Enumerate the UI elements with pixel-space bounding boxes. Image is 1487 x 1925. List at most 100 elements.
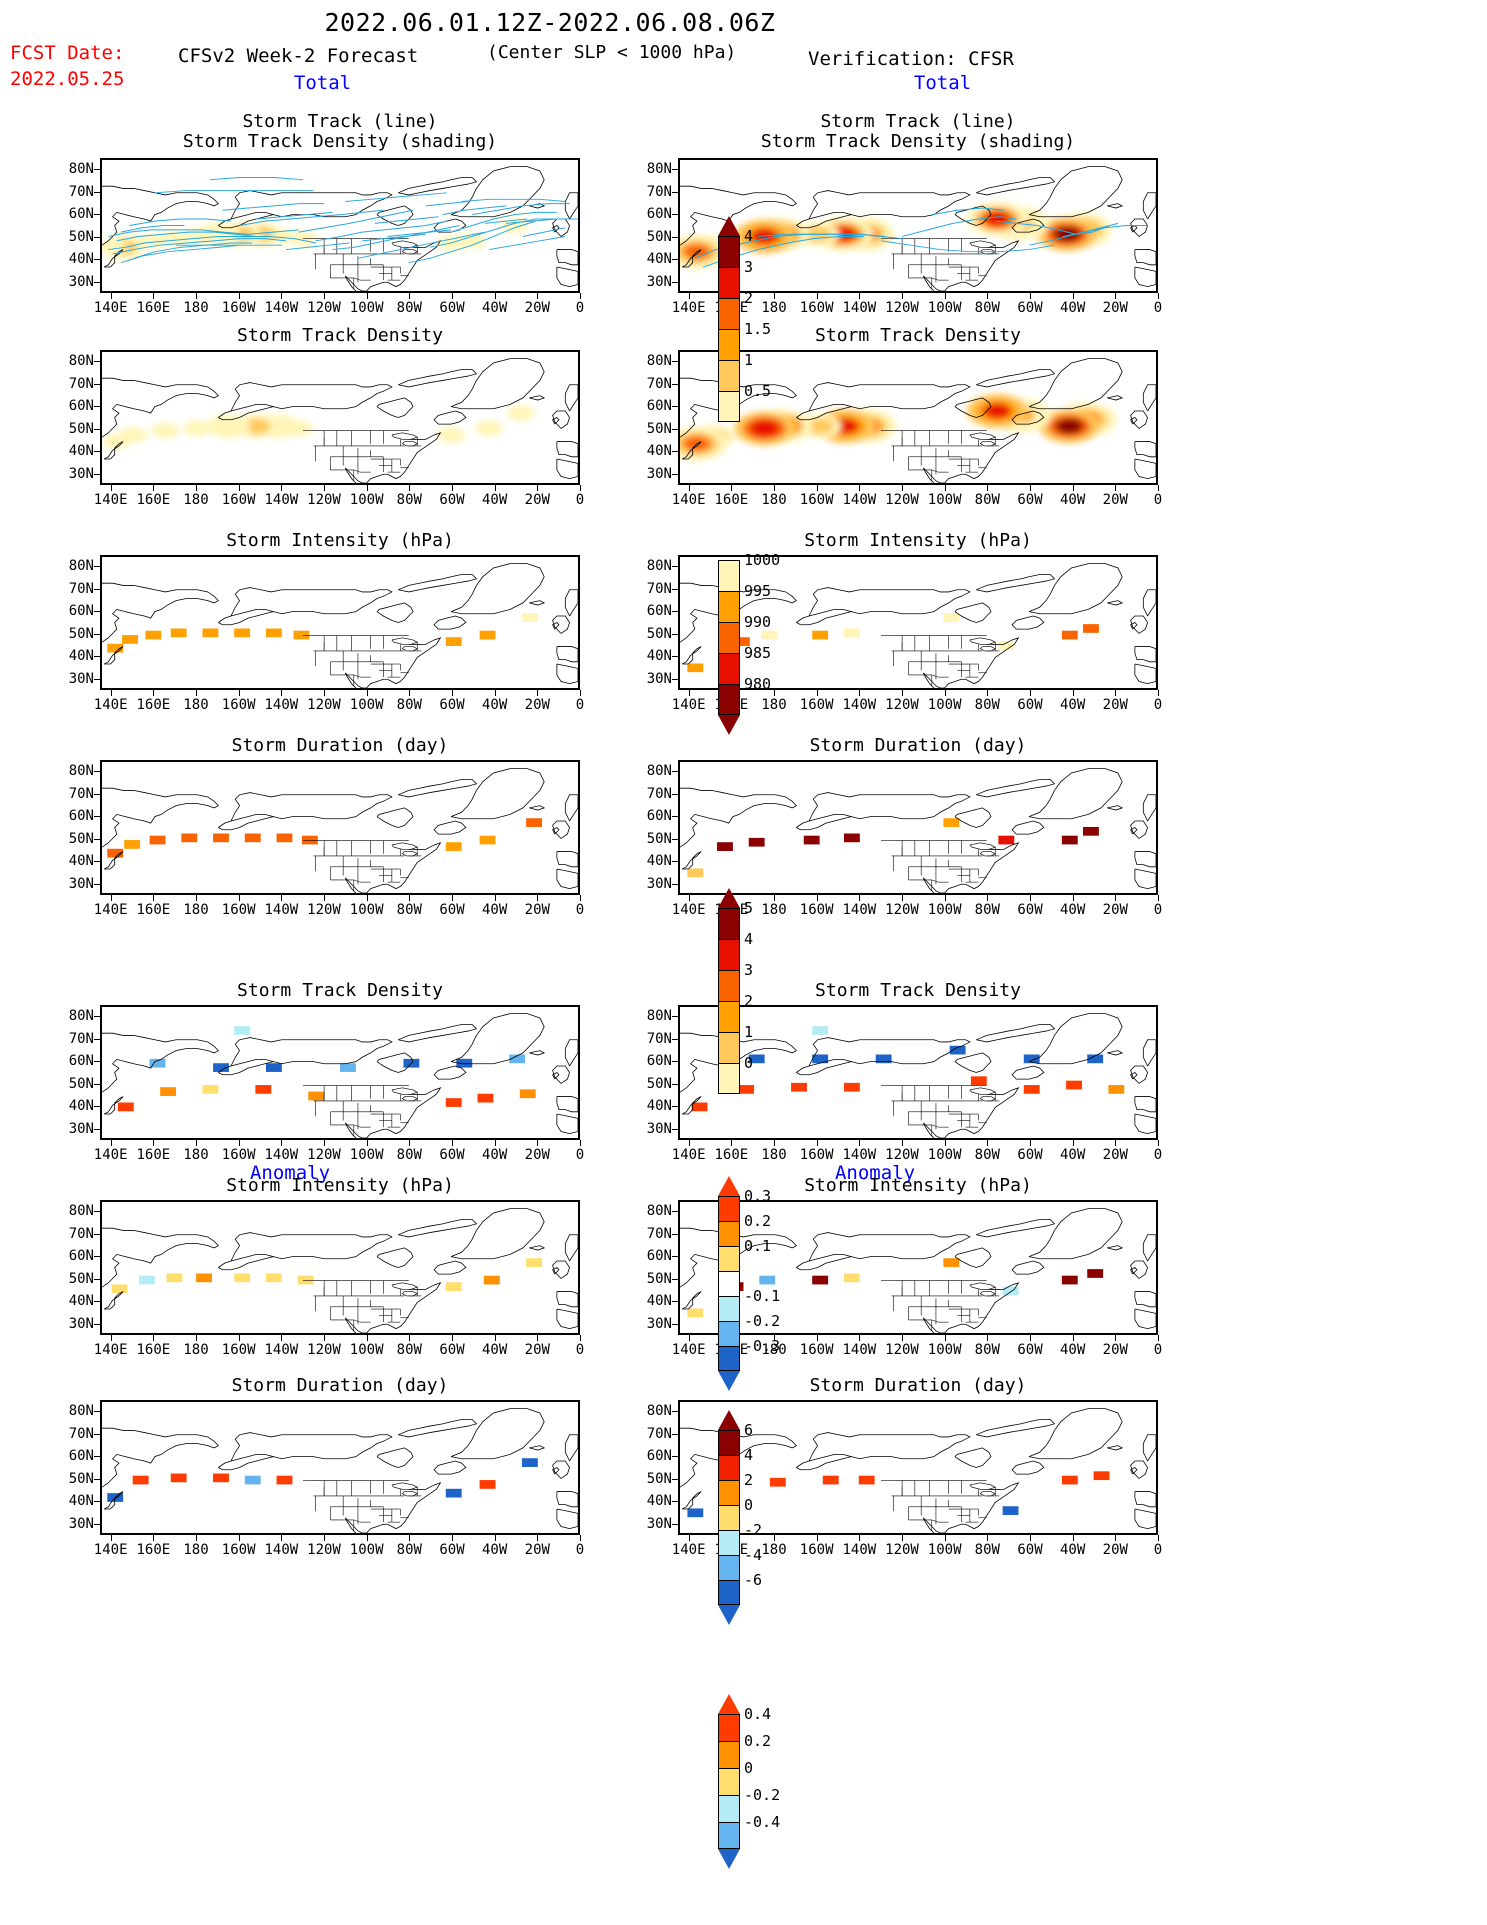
coast-path (401, 441, 418, 447)
y-axis-label: 80N (68, 353, 94, 370)
x-axis-tick (238, 1535, 240, 1541)
y-axis-tick (672, 451, 678, 453)
x-axis-tick (153, 485, 155, 491)
coast-path (564, 1434, 578, 1462)
x-axis-label: 40W (1060, 1542, 1086, 1558)
x-axis-tick (494, 690, 496, 696)
map-r1[interactable] (678, 158, 1158, 293)
y-axis-label: 30N (68, 1120, 94, 1137)
x-axis-label: 20W (524, 1342, 550, 1358)
x-axis-tick (816, 1335, 818, 1341)
coast-path (401, 249, 418, 255)
y-axis-tick (672, 793, 678, 795)
y-axis-label: 80N (68, 1008, 94, 1025)
x-axis-label: 80W (974, 902, 1000, 918)
coast-path (489, 235, 566, 251)
colorbar-segment (718, 391, 740, 422)
x-axis-label: 20W (1102, 492, 1128, 508)
coast-path (556, 1308, 578, 1330)
x-axis-label: 140E (671, 902, 706, 918)
map-l4[interactable] (100, 760, 580, 895)
map-l6[interactable] (100, 1200, 580, 1335)
coast-path (954, 807, 992, 828)
coast-path (230, 792, 393, 822)
y-axis-tick (672, 1256, 678, 1258)
coast-path (398, 779, 478, 798)
colorbar-tick-label: 3 (744, 258, 754, 276)
coastlines (102, 1013, 578, 1138)
map-l5[interactable] (100, 1005, 580, 1140)
x-axis-tick (688, 895, 690, 901)
coast-path (239, 209, 384, 226)
coast-path (362, 1282, 442, 1333)
coastlines (680, 768, 1156, 893)
x-axis-tick (409, 690, 411, 696)
x-axis-tick (774, 293, 775, 299)
map-r3[interactable] (678, 555, 1158, 690)
panel-r6: Storm Intensity (hPa) 80N 70N 60N 50N 40N 30N 1… (647, 1176, 1163, 1359)
y-axis-tick (94, 1061, 100, 1063)
x-axis-tick (196, 690, 197, 696)
x-axis-label: 140E (671, 492, 706, 508)
y-axis-tick (672, 259, 678, 261)
coast-path (398, 1219, 478, 1238)
coast-path (1130, 1065, 1149, 1084)
y-axis-tick (94, 191, 100, 193)
map-r6[interactable] (678, 1200, 1158, 1335)
y-axis-label: 40N (646, 648, 672, 665)
coast-path (376, 807, 414, 828)
coast-path (681, 851, 702, 870)
x-axis-tick (537, 1535, 539, 1541)
x-axis-tick (452, 293, 453, 299)
y-axis-tick (94, 1301, 100, 1303)
coast-path (353, 879, 361, 883)
colorbar-tick-label: 3 (744, 961, 754, 979)
coast-path (429, 218, 557, 248)
coast-path (102, 185, 219, 246)
x-axis-tick (196, 1535, 197, 1541)
x-axis-tick (1030, 690, 1031, 696)
x-axis-tick (324, 1535, 325, 1541)
y-axis-tick (94, 1323, 100, 1325)
map-l7[interactable] (100, 1400, 580, 1535)
coast-path (954, 397, 992, 418)
y-axis-label: 70N (68, 183, 94, 200)
map-l2[interactable] (100, 350, 580, 485)
colorbar-segment (718, 684, 740, 715)
coast-path (969, 1282, 997, 1290)
x-axis-tick (494, 485, 496, 491)
y-axis-tick (94, 588, 100, 590)
y-axis-label: 70N (646, 580, 672, 597)
panel-title-r5: Storm Track Density (815, 980, 1021, 1001)
x-axis-tick (580, 293, 581, 299)
colorbar-segment (718, 1530, 740, 1555)
x-axis-label: 140W (264, 697, 299, 713)
y-axis-tick (672, 1211, 678, 1213)
x-axis-tick (774, 485, 775, 491)
coast-path (979, 646, 996, 652)
coast-path (401, 1096, 418, 1102)
colorbar-tick-label: 1 (744, 1023, 754, 1041)
x-axis-tick (944, 1335, 946, 1341)
coast-path (398, 1419, 478, 1438)
map-r2[interactable] (678, 350, 1158, 485)
x-axis-label: 140W (264, 1147, 299, 1163)
coast-path (552, 1267, 560, 1275)
map-l1[interactable] (100, 158, 580, 293)
map-r5[interactable] (678, 1005, 1158, 1140)
map-r7[interactable] (678, 1400, 1158, 1535)
coast-path (398, 1024, 478, 1043)
x-axis-label: 60W (1017, 300, 1043, 316)
coast-path (979, 1291, 996, 1297)
colorbar-tick-label: 2 (744, 289, 754, 307)
x-axis-label: 160W (221, 300, 256, 316)
shading-layer (102, 405, 535, 450)
x-axis-tick (902, 1140, 903, 1146)
map-r4[interactable] (678, 760, 1158, 895)
coast-path (556, 441, 578, 458)
coast-path (102, 1427, 219, 1488)
coast-path (102, 377, 219, 438)
map-l3[interactable] (100, 555, 580, 690)
y-axis-label: 30N (646, 1515, 672, 1532)
x-axis-tick (324, 895, 325, 901)
